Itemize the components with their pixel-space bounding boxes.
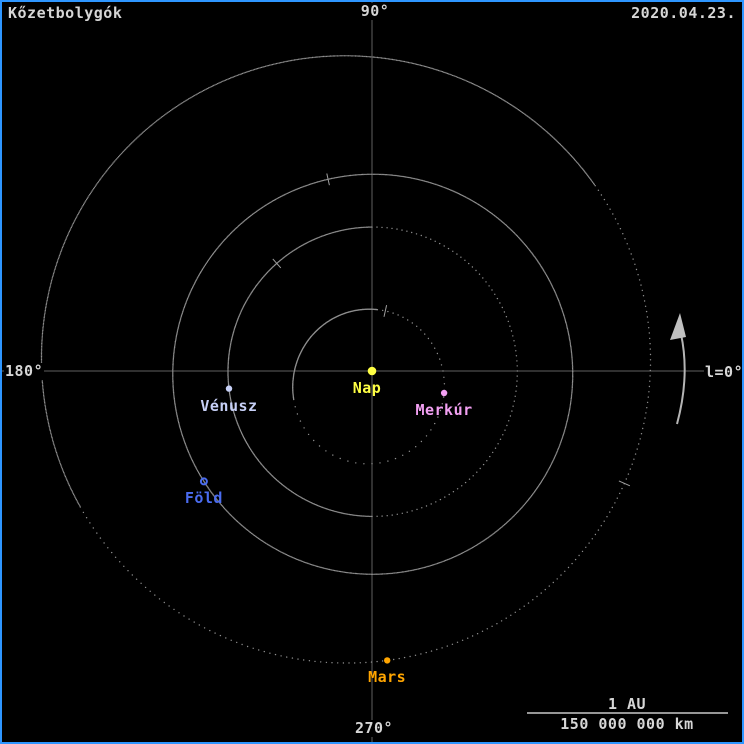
axis-label-90: 90°: [359, 2, 391, 21]
planet-dots: [199, 366, 448, 664]
date-label: 2020.04.23.: [631, 4, 736, 22]
planet-dot-mars: [384, 657, 391, 664]
planet-label-mercury: Merkúr: [415, 401, 473, 420]
sun-dot: [367, 366, 377, 376]
orbit-venus: [227, 226, 518, 518]
axis-label-270: 270°: [353, 719, 395, 738]
perihelion-tick-mars: [618, 480, 631, 487]
axis-label-180: 180°: [4, 362, 45, 381]
scale-au-label: 1 AU: [607, 695, 647, 713]
sun-label: Nap: [352, 379, 382, 397]
scale-km-label: 150 000 000 km: [560, 715, 694, 733]
perihelion-tick-venus: [272, 258, 282, 269]
planet-dot-mercury: [440, 389, 448, 397]
page-title: Kőzetbolygók: [8, 4, 123, 22]
orbit-paths: [40, 55, 652, 664]
planet-label-mars: Mars: [368, 668, 407, 687]
orbit-mercury: [292, 304, 446, 465]
direction-arrow-shaft: [676, 333, 686, 425]
orbit-mars: [40, 55, 652, 664]
planet-label-earth: Föld: [184, 489, 223, 508]
perihelion-tick-earth: [326, 173, 330, 186]
perihelion-tick-mercury: [383, 304, 388, 317]
direction-arrow-head-icon: [670, 313, 686, 340]
orbit-earth: [172, 173, 574, 575]
planet-label-venus: Vénusz: [200, 396, 258, 415]
planet-dot-venus: [225, 385, 233, 392]
axis-label-l0: l=0°: [704, 363, 744, 382]
planet-dot-earth: [199, 477, 208, 486]
